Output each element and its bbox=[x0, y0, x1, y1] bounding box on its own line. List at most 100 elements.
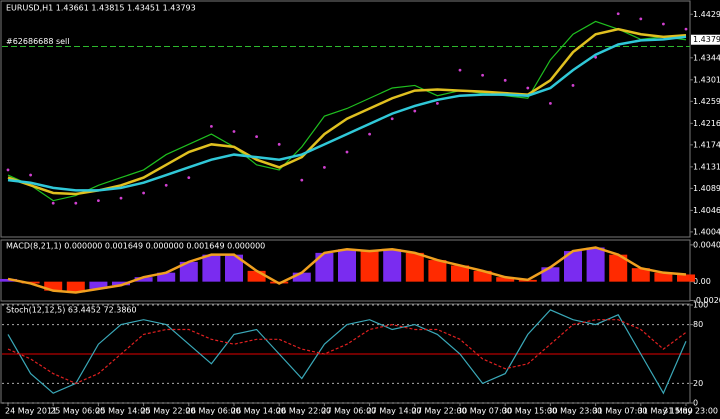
histogram-bar bbox=[134, 277, 153, 282]
x-tick-label: 25 May 06:00 bbox=[50, 407, 105, 416]
x-tick-label: 27 May 14:00 bbox=[367, 407, 422, 416]
sar-dot bbox=[74, 201, 78, 205]
histogram-bar bbox=[89, 281, 108, 289]
histogram-bar bbox=[405, 252, 424, 282]
y-tick-label: 1.42160 bbox=[693, 119, 720, 128]
sar-dot bbox=[390, 117, 394, 121]
histogram-bar bbox=[609, 254, 628, 282]
histogram-bar bbox=[157, 272, 176, 282]
chart-title: EURUSD,H1 1.43661 1.43815 1.43451 1.4379… bbox=[6, 4, 196, 13]
sar-dot bbox=[142, 191, 146, 195]
sar-dot bbox=[300, 178, 304, 182]
y-tick-label: 1.43440 bbox=[693, 53, 720, 62]
histogram-bar bbox=[292, 272, 311, 282]
histogram-bar bbox=[451, 265, 469, 282]
histogram-bar bbox=[247, 270, 266, 282]
x-tick-label: 26 May 14:00 bbox=[231, 407, 286, 416]
line-series bbox=[7, 20, 687, 202]
y-tick-label: 1.42590 bbox=[693, 97, 720, 106]
sar-dot bbox=[187, 176, 191, 180]
sar-dot bbox=[323, 165, 326, 169]
sar-dot bbox=[526, 86, 530, 90]
line-series bbox=[7, 27, 687, 196]
sar-dot bbox=[481, 73, 484, 77]
last-price-box bbox=[691, 34, 720, 45]
sar-dot bbox=[6, 168, 10, 172]
sar-dot bbox=[29, 173, 32, 177]
x-tick-label: 25 May 22:00 bbox=[141, 407, 196, 416]
sar-dot bbox=[594, 55, 597, 59]
histogram-bar bbox=[112, 281, 130, 286]
x-tick-label: 31 May 07:00 bbox=[593, 407, 648, 416]
last-price-label: 1.43793 bbox=[693, 35, 720, 44]
sar-dot bbox=[616, 12, 620, 16]
histogram-bar bbox=[202, 254, 221, 282]
histogram-bar bbox=[654, 272, 673, 282]
order-label: #62686688 sell bbox=[6, 37, 70, 46]
histogram-bar bbox=[179, 261, 198, 282]
x-tick-label: 25 May 14:00 bbox=[95, 407, 150, 416]
sar-dot bbox=[210, 125, 213, 128]
histogram-bar bbox=[473, 270, 492, 282]
macd-panel bbox=[0, 239, 691, 302]
y-tick-label: 20 bbox=[693, 379, 703, 388]
histogram-bar bbox=[586, 247, 605, 282]
x-tick-label: 30 May 15:00 bbox=[502, 407, 557, 416]
sar-dot bbox=[684, 27, 688, 31]
sar-dot bbox=[119, 196, 123, 200]
histogram-bar bbox=[496, 277, 515, 282]
histogram-bar bbox=[383, 249, 402, 282]
line-series bbox=[7, 35, 687, 192]
y-tick-label: 1.41310 bbox=[693, 162, 720, 171]
y-tick-label: 0.00409 bbox=[693, 240, 720, 249]
x-tick-label: 26 May 22:00 bbox=[276, 407, 331, 416]
sar-dot bbox=[549, 101, 552, 105]
histogram-bar bbox=[66, 281, 85, 293]
y-tick-label: 1.43010 bbox=[693, 75, 720, 84]
sar-dot bbox=[277, 142, 281, 146]
y-tick-label: 1.40460 bbox=[693, 206, 720, 215]
y-tick-label: 1.44290 bbox=[693, 10, 720, 19]
sar-dot bbox=[97, 199, 100, 203]
sar-dot bbox=[662, 22, 665, 26]
histogram-bar bbox=[44, 281, 63, 291]
x-tick-label: 30 May 23:00 bbox=[547, 407, 602, 416]
x-tick-label: 27 May 22:00 bbox=[412, 407, 467, 416]
sar-dot bbox=[164, 183, 168, 187]
y-tick-label: -0.00209 bbox=[693, 296, 720, 305]
line-series bbox=[7, 309, 687, 395]
sar-dot bbox=[639, 17, 643, 21]
sar-dot bbox=[436, 101, 439, 105]
sar-dot bbox=[413, 109, 417, 113]
histogram-bar bbox=[564, 251, 582, 282]
histogram-bar bbox=[428, 260, 447, 282]
histogram-bar bbox=[338, 249, 356, 282]
sar-dot bbox=[571, 84, 575, 87]
y-tick-label: 0.00 bbox=[693, 277, 711, 286]
y-tick-label: 1.41740 bbox=[693, 140, 720, 149]
x-tick-label: 26 May 06:00 bbox=[186, 407, 241, 416]
sar-dot bbox=[232, 130, 236, 133]
y-tick-label: 80 bbox=[693, 320, 703, 329]
stoch-title: Stoch(12,12,5) 63.4452 72.3860 bbox=[6, 306, 137, 315]
sar-dot bbox=[255, 135, 258, 139]
line-series bbox=[7, 246, 687, 294]
sar-dot bbox=[458, 68, 462, 72]
histogram-bar bbox=[225, 254, 243, 282]
sar-dot bbox=[503, 78, 507, 82]
x-tick-label: 31 May 23:00 bbox=[663, 407, 718, 416]
line-series bbox=[7, 319, 687, 385]
y-tick-label: 1.40890 bbox=[693, 184, 720, 193]
y-tick-label: 0 bbox=[693, 399, 698, 408]
y-tick-label: 1.40040 bbox=[693, 227, 720, 236]
histogram-bar bbox=[631, 268, 650, 282]
x-tick-label: 27 May 06:00 bbox=[321, 407, 376, 416]
sar-dot bbox=[345, 150, 349, 154]
histogram-bar bbox=[677, 274, 695, 282]
x-tick-label: 30 May 07:00 bbox=[457, 407, 512, 416]
macd-title: MACD(8,21,1) 0.000000 0.001649 0.000000 … bbox=[6, 242, 265, 251]
x-tick-label: 31 May 15:00 bbox=[638, 407, 693, 416]
histogram-bar bbox=[360, 251, 379, 282]
sar-dot bbox=[368, 132, 371, 136]
